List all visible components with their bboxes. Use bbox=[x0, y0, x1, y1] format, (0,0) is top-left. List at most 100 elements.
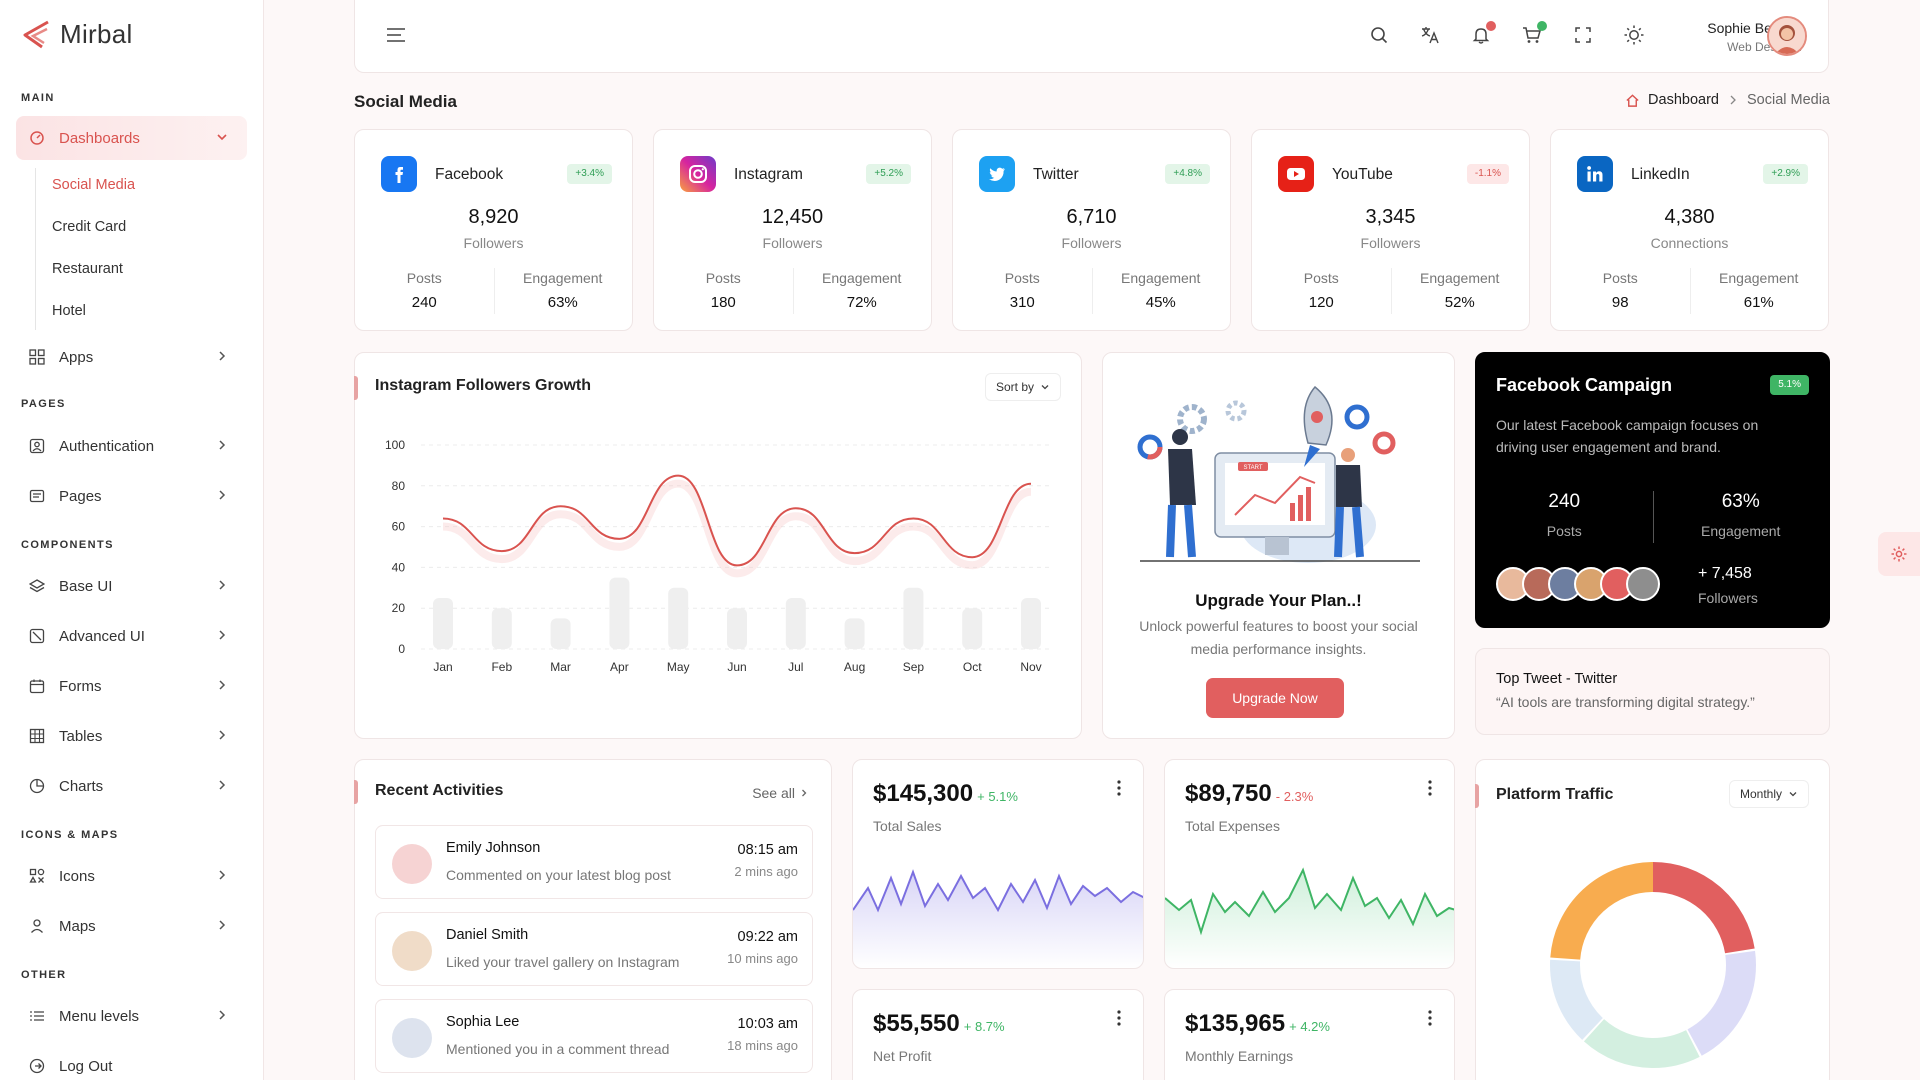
brand-logo-icon bbox=[23, 20, 49, 49]
period-dropdown[interactable]: Monthly bbox=[1728, 780, 1809, 808]
activity-name: Emily Johnson bbox=[446, 840, 541, 856]
breadcrumb: Dashboard Social Media bbox=[1625, 92, 1830, 108]
upgrade-now-button[interactable]: Upgrade Now bbox=[1206, 678, 1344, 718]
brand-logo[interactable]: Mirbal bbox=[20, 18, 133, 50]
calendar-icon bbox=[28, 677, 46, 695]
theme-sun-icon[interactable] bbox=[1623, 24, 1645, 46]
top-tweet-card[interactable]: Top Tweet - Twitter “AI tools are transf… bbox=[1475, 648, 1830, 735]
pages-icon bbox=[28, 487, 46, 505]
posts-stat: Posts 180 bbox=[705, 270, 741, 311]
nav-pages[interactable]: Pages bbox=[16, 474, 247, 518]
social-card-twitter[interactable]: Twitter +4.8% 6,710 Followers Posts 310 E… bbox=[952, 129, 1231, 331]
growth-badge: +5.2% bbox=[866, 164, 911, 184]
logout-icon bbox=[28, 1057, 46, 1075]
avatar bbox=[392, 844, 432, 884]
activity-ago: 10 mins ago bbox=[727, 951, 798, 966]
activity-item[interactable]: Emily Johnson Commented on your latest b… bbox=[375, 825, 813, 899]
sub-hotel[interactable]: Hotel bbox=[52, 303, 86, 319]
nav-advanced-ui[interactable]: Advanced UI bbox=[16, 614, 247, 658]
nav-tables-label: Tables bbox=[59, 727, 103, 745]
nav-authentication[interactable]: Authentication bbox=[16, 424, 247, 468]
fullscreen-icon[interactable] bbox=[1572, 24, 1594, 46]
sub-credit-card[interactable]: Credit Card bbox=[52, 219, 127, 235]
more-vertical-icon[interactable] bbox=[1428, 1010, 1432, 1026]
kpi-value: $135,965 bbox=[1185, 1010, 1286, 1037]
social-card-facebook[interactable]: Facebook +3.4% 8,920 Followers Posts 240 … bbox=[354, 129, 633, 331]
nav-logout[interactable]: Log Out bbox=[16, 1044, 247, 1080]
nav-apps[interactable]: Apps bbox=[16, 335, 247, 379]
nav-base-ui[interactable]: Base UI bbox=[16, 564, 247, 608]
avatar bbox=[1574, 567, 1608, 601]
campaign-divider bbox=[1652, 491, 1654, 543]
activity-item[interactable]: Sophia Lee Mentioned you in a comment th… bbox=[375, 999, 813, 1073]
stat-divider bbox=[1390, 268, 1392, 314]
user-avatar[interactable] bbox=[1767, 16, 1807, 56]
activity-time: 08:15 am bbox=[737, 842, 798, 858]
chevron-down-icon bbox=[1041, 385, 1049, 390]
chevron-right-icon bbox=[219, 780, 226, 790]
engagement-stat: Engagement 72% bbox=[822, 270, 902, 311]
nav-menu-levels-label: Menu levels bbox=[59, 1007, 140, 1025]
nav-maps[interactable]: Maps bbox=[16, 904, 247, 948]
breadcrumb-dashboard[interactable]: Dashboard bbox=[1648, 92, 1719, 108]
follower-count: 4,380 bbox=[1664, 206, 1715, 228]
growth-badge: +2.9% bbox=[1763, 164, 1808, 184]
sub-social-media[interactable]: Social Media bbox=[52, 177, 136, 193]
growth-chart: 0 20 40 60 80 100 Jan Feb Mar Apr May Jun Jul Aug Sep O… bbox=[385, 438, 1053, 674]
kpi-value: $89,750 bbox=[1185, 780, 1272, 807]
pie-chart-icon bbox=[28, 777, 46, 795]
x-tick-label: May bbox=[667, 660, 690, 674]
sort-by-label: Sort by bbox=[995, 380, 1034, 394]
follower-count: 12,450 bbox=[761, 206, 824, 228]
language-icon[interactable] bbox=[1419, 24, 1441, 46]
twitter-icon bbox=[979, 156, 1015, 192]
sales-sparkline bbox=[853, 869, 1143, 968]
nav-dashboards[interactable]: Dashboards bbox=[16, 116, 247, 160]
user-pin-icon bbox=[28, 917, 46, 935]
nav-forms[interactable]: Forms bbox=[16, 664, 247, 708]
engagement-stat: Engagement 45% bbox=[1121, 270, 1201, 311]
search-icon[interactable] bbox=[1368, 24, 1390, 46]
social-card-youtube[interactable]: YouTube -1.1% 3,345 Followers Posts 120 E… bbox=[1251, 129, 1530, 331]
activity-message: Commented on your latest blog post bbox=[446, 867, 671, 883]
social-card-linkedin[interactable]: LinkedIn +2.9% 4,380 Connections Posts 98… bbox=[1550, 129, 1829, 331]
sort-by-dropdown[interactable]: Sort by bbox=[984, 373, 1061, 401]
notification-bell-icon[interactable] bbox=[1470, 21, 1496, 46]
avatar bbox=[392, 931, 432, 971]
section-pages: PAGES bbox=[21, 398, 66, 410]
more-vertical-icon[interactable] bbox=[1428, 780, 1432, 796]
see-all-link[interactable]: See all bbox=[752, 785, 809, 801]
more-vertical-icon[interactable] bbox=[1117, 780, 1121, 796]
see-all-label: See all bbox=[752, 785, 795, 801]
stat-divider bbox=[1689, 268, 1691, 314]
cart-icon[interactable] bbox=[1521, 21, 1547, 46]
chevron-right-icon bbox=[219, 680, 226, 690]
nav-apps-label: Apps bbox=[59, 348, 94, 366]
activity-ago: 2 mins ago bbox=[734, 864, 798, 879]
kpi-percent: + 4.2% bbox=[1289, 1019, 1330, 1034]
nav-charts[interactable]: Charts bbox=[16, 764, 247, 808]
section-other: OTHER bbox=[21, 969, 67, 981]
settings-gear-button[interactable] bbox=[1878, 532, 1920, 576]
y-tick-label: 0 bbox=[398, 642, 405, 656]
chevron-right-icon bbox=[219, 730, 226, 740]
section-icons-maps: ICONS & MAPS bbox=[21, 829, 119, 841]
shapes-icon bbox=[28, 867, 46, 885]
nav-advanced-ui-label: Advanced UI bbox=[59, 627, 145, 645]
social-card-instagram[interactable]: Instagram +5.2% 12,450 Followers Posts 18… bbox=[653, 129, 932, 331]
gear-icon bbox=[1891, 546, 1907, 562]
nav-tables[interactable]: Tables bbox=[16, 714, 247, 758]
activity-item[interactable]: Daniel Smith Liked your travel gallery o… bbox=[375, 912, 813, 986]
section-components: COMPONENTS bbox=[21, 539, 114, 551]
menu-toggle-icon[interactable] bbox=[385, 24, 407, 46]
kpi-percent: + 8.7% bbox=[963, 1019, 1005, 1034]
more-vertical-icon[interactable] bbox=[1117, 1010, 1121, 1026]
nav-icons[interactable]: Icons bbox=[16, 854, 247, 898]
chart-bar bbox=[609, 577, 630, 649]
kpi-label: Total Sales bbox=[873, 818, 942, 834]
nav-menu-levels[interactable]: Menu levels bbox=[16, 994, 247, 1038]
chart-bar bbox=[844, 618, 865, 649]
avatar bbox=[392, 1018, 432, 1058]
sub-restaurant[interactable]: Restaurant bbox=[52, 261, 123, 277]
activity-message: Mentioned you in a comment thread bbox=[446, 1041, 670, 1057]
